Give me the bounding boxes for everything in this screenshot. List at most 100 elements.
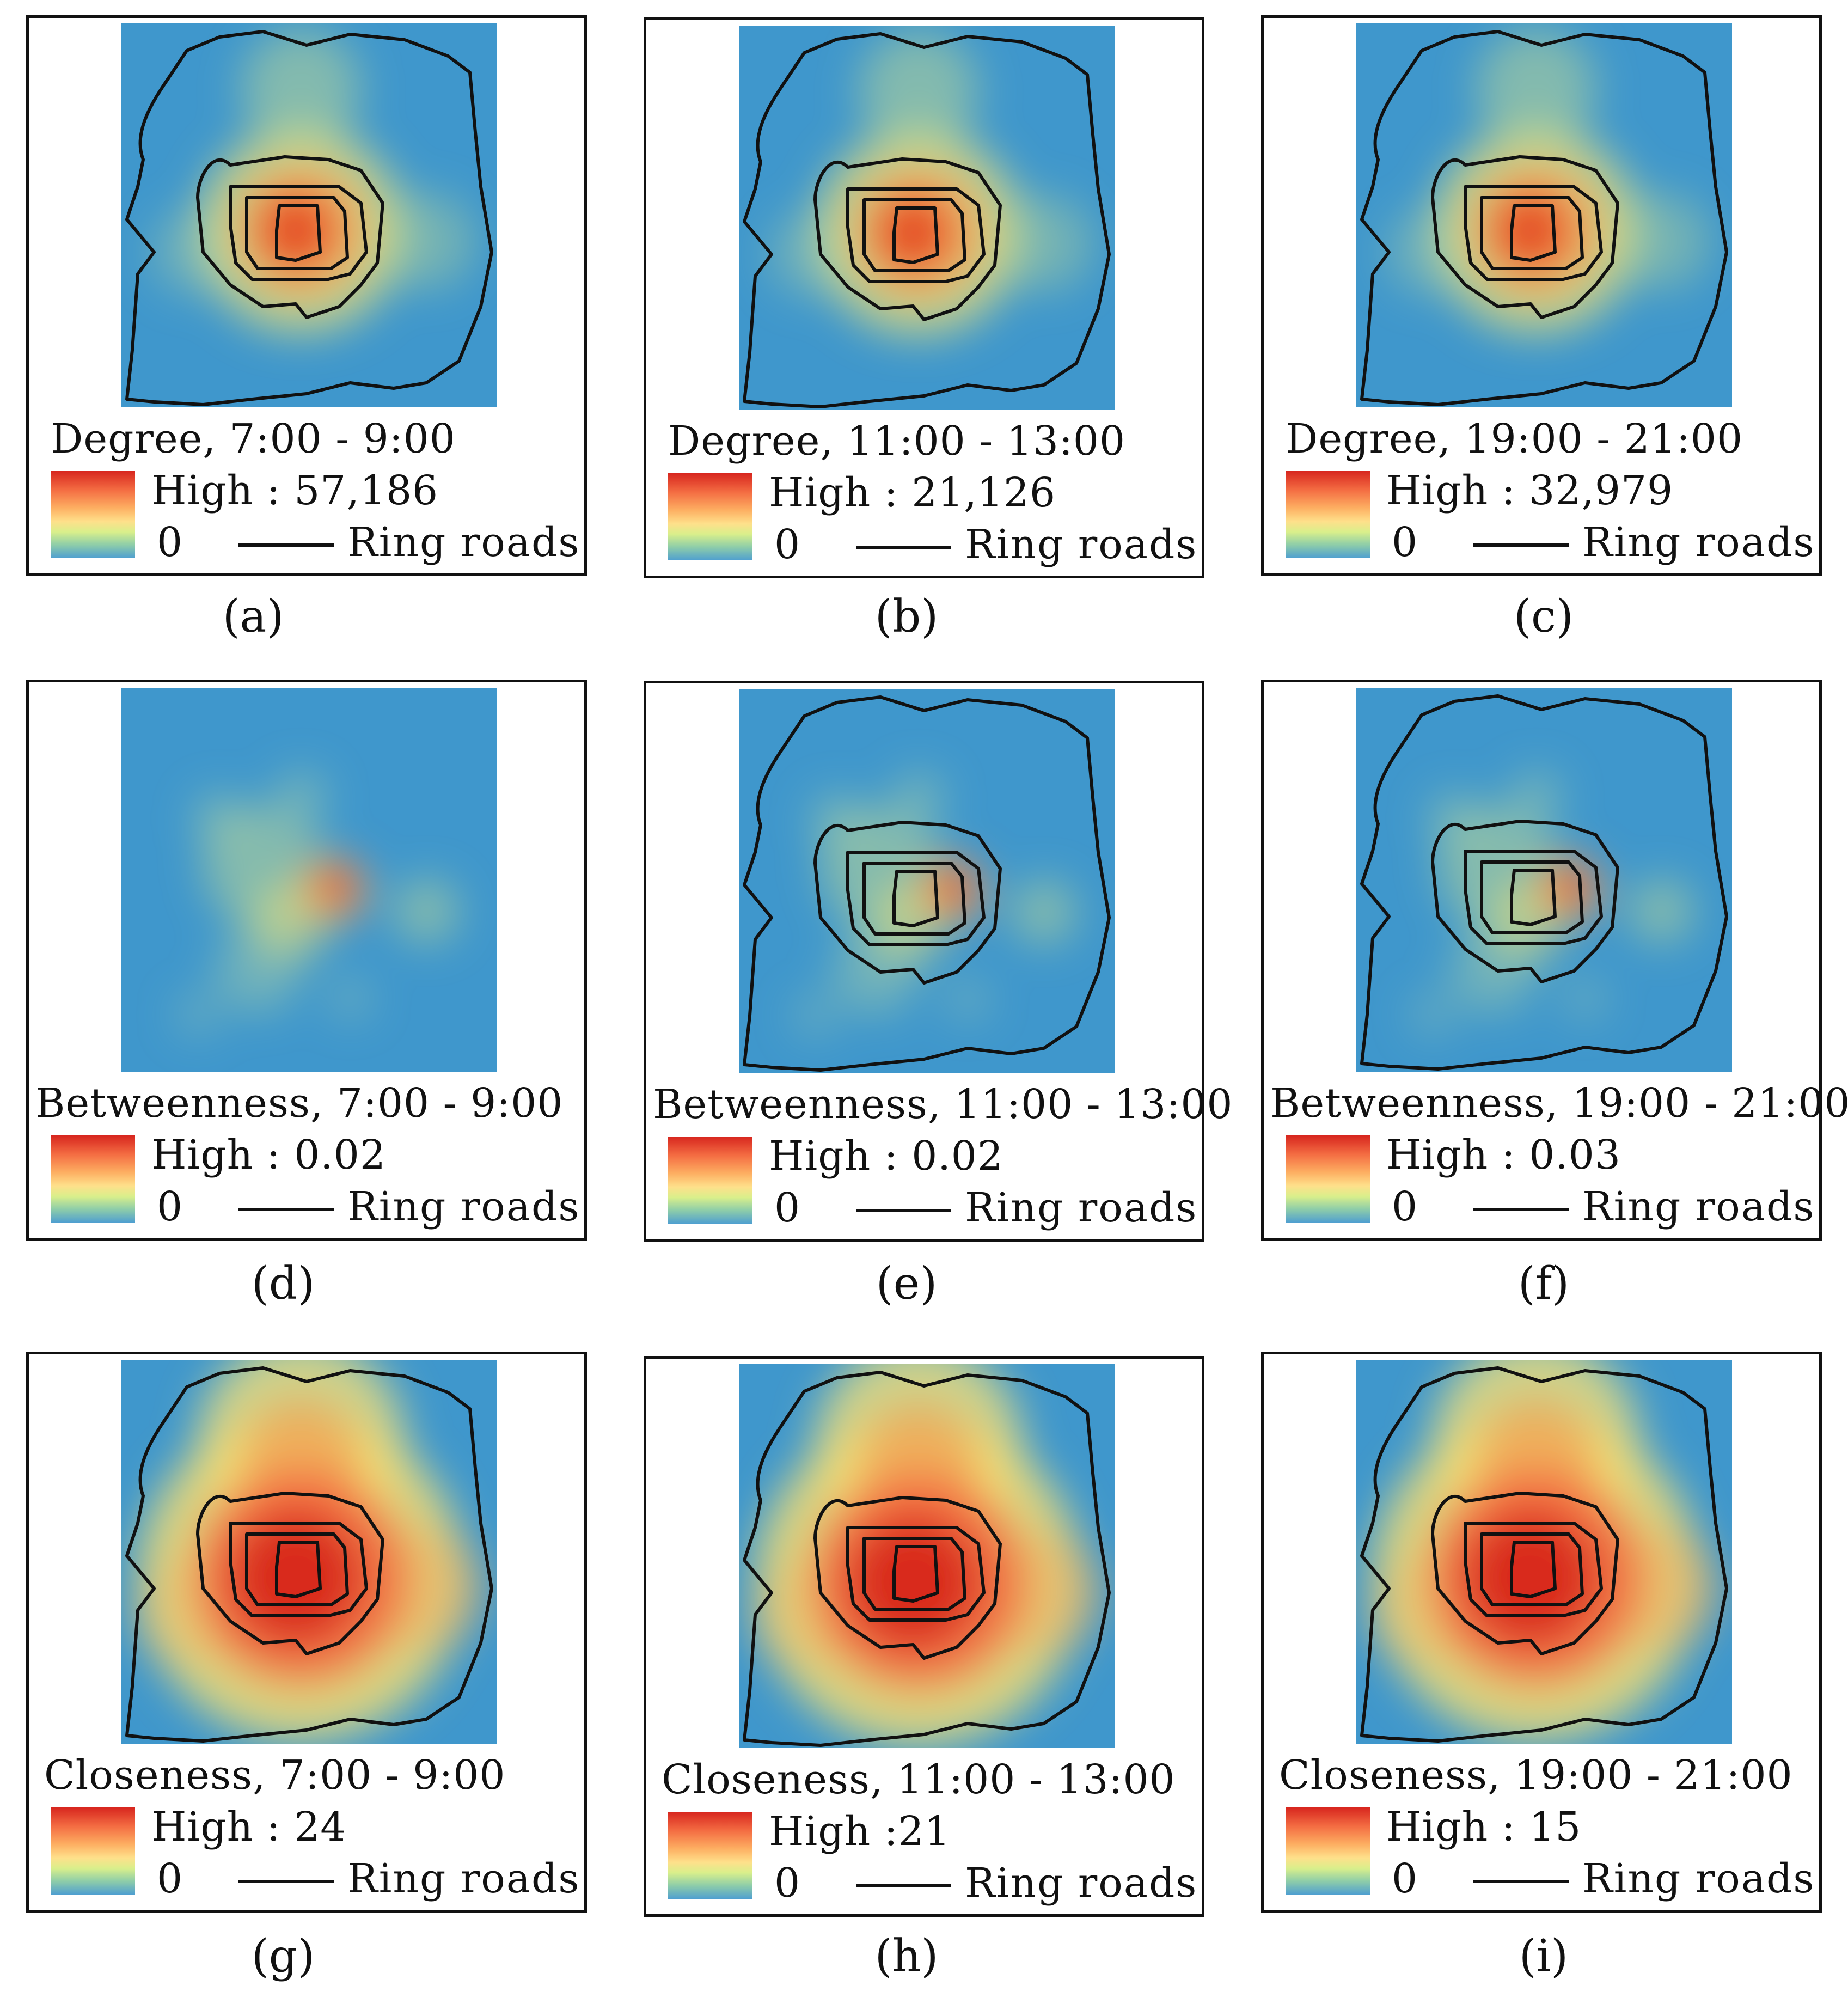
ring-road-2 bbox=[813, 821, 1002, 985]
map-panel-g: Closeness, 7:00 - 9:00 High : 24 0 Ring … bbox=[26, 1352, 587, 1913]
ring-road-2 bbox=[1431, 820, 1619, 983]
heat-hotspot bbox=[1563, 976, 1607, 1020]
map-panel-d: Betweenness, 7:00 - 9:00 High : 0.02 0 R… bbox=[26, 680, 587, 1241]
legend-color-ramp bbox=[51, 471, 135, 558]
ring-road-5 bbox=[892, 870, 939, 927]
ring-road-1 bbox=[743, 695, 1111, 1072]
legend-high-label: High : 0.02 bbox=[151, 1132, 386, 1178]
legend-ring-roads-label: Ring roads bbox=[965, 521, 1198, 568]
ring-road-3 bbox=[846, 187, 986, 283]
ring-road-3 bbox=[846, 851, 986, 946]
heat-hotspot bbox=[228, 1510, 364, 1646]
legend-ring-roads-label: Ring roads bbox=[965, 1860, 1198, 1907]
caption-a: (a) bbox=[222, 591, 284, 643]
legend-color-ramp bbox=[668, 1812, 752, 1899]
ring-road-4 bbox=[245, 1532, 349, 1606]
legend-ring-roads-label: Ring roads bbox=[1582, 519, 1815, 566]
ring-road-2 bbox=[813, 1496, 1002, 1660]
caption-g: (g) bbox=[251, 1930, 315, 1982]
heat-hotspot bbox=[241, 29, 361, 149]
panel-title: Closeness, 19:00 - 21:00 bbox=[1279, 1752, 1793, 1799]
heatmap bbox=[739, 26, 1115, 410]
heat-hotspot bbox=[1011, 879, 1076, 945]
legend-color-ramp bbox=[1286, 1807, 1370, 1895]
ring-road-1 bbox=[743, 1371, 1111, 1747]
legend-color-ramp bbox=[668, 1137, 752, 1224]
legend-zero-label: 0 bbox=[157, 1855, 183, 1902]
caption-h: (h) bbox=[874, 1930, 939, 1982]
ring-road-4 bbox=[862, 1537, 966, 1611]
heatmap-svg bbox=[739, 1364, 1115, 1748]
ring-road-2 bbox=[1431, 1492, 1619, 1655]
ring-road-4 bbox=[1480, 1532, 1584, 1606]
legend-zero-label: 0 bbox=[157, 1183, 183, 1230]
panel-title: Closeness, 11:00 - 13:00 bbox=[662, 1756, 1176, 1803]
heat-hotspot bbox=[1629, 878, 1694, 944]
legend-ring-roads-line bbox=[238, 1880, 334, 1883]
ring-road-5 bbox=[275, 204, 322, 262]
heatmap-svg bbox=[739, 26, 1115, 410]
legend-zero-label: 0 bbox=[774, 521, 800, 568]
heatmap bbox=[739, 1364, 1115, 1748]
heat-hotspot bbox=[859, 31, 978, 151]
heatmap-svg bbox=[1356, 1360, 1732, 1744]
map-panel-b: Degree, 11:00 - 13:00 High : 21,126 0 Ri… bbox=[644, 17, 1204, 578]
ring-road-5 bbox=[275, 1541, 322, 1598]
heatmap bbox=[121, 23, 497, 407]
ring-road-5 bbox=[1510, 204, 1557, 262]
heat-hotspot bbox=[274, 769, 328, 824]
heat-hotspot bbox=[149, 209, 236, 296]
heatmap bbox=[121, 688, 497, 1072]
heatmap bbox=[1356, 23, 1732, 407]
legend-zero-label: 0 bbox=[157, 519, 183, 566]
heat-hotspot bbox=[328, 976, 372, 1020]
heatmap-svg bbox=[121, 23, 497, 407]
heatmap bbox=[1356, 1360, 1732, 1744]
legend-ring-roads-line bbox=[1473, 1208, 1569, 1211]
ring-road-5 bbox=[1510, 869, 1557, 926]
legend-ring-roads-line bbox=[856, 1884, 951, 1887]
heat-hotspot bbox=[845, 1514, 981, 1650]
legend-high-label: High : 15 bbox=[1386, 1804, 1582, 1850]
caption-e: (e) bbox=[876, 1258, 938, 1310]
legend-ring-roads-label: Ring roads bbox=[347, 1855, 580, 1902]
ring-road-1 bbox=[125, 1366, 493, 1743]
panel-title: Closeness, 7:00 - 9:00 bbox=[44, 1752, 506, 1799]
ring-road-5 bbox=[1510, 1541, 1557, 1598]
ring-road-3 bbox=[229, 185, 368, 281]
ring-road-1 bbox=[1360, 1366, 1728, 1743]
ring-road-2 bbox=[1431, 155, 1619, 319]
heat-hotspot bbox=[995, 194, 1093, 292]
legend-high-label: High : 32,979 bbox=[1386, 467, 1674, 514]
legend-color-ramp bbox=[51, 1807, 135, 1895]
map-panel-f: Betweenness, 19:00 - 21:00 High : 0.03 0… bbox=[1261, 680, 1848, 1241]
legend-color-ramp bbox=[51, 1135, 135, 1223]
ring-road-1 bbox=[743, 32, 1111, 408]
heatmap-svg bbox=[739, 689, 1115, 1073]
caption-i: (i) bbox=[1519, 1930, 1569, 1982]
panel-title: Degree, 19:00 - 21:00 bbox=[1286, 416, 1743, 462]
legend-ring-roads-label: Ring roads bbox=[1582, 1183, 1815, 1230]
heat-hotspot bbox=[1411, 993, 1454, 1036]
heatmap-svg bbox=[121, 1360, 497, 1744]
legend-high-label: High : 57,186 bbox=[151, 467, 439, 514]
heat-hotspot bbox=[1612, 192, 1710, 290]
caption-d: (d) bbox=[251, 1258, 315, 1310]
legend-color-ramp bbox=[1286, 471, 1370, 558]
panel-title: Betweenness, 7:00 - 9:00 bbox=[35, 1080, 564, 1127]
panel-title: Degree, 11:00 - 13:00 bbox=[668, 418, 1126, 465]
ring-road-1 bbox=[1360, 30, 1728, 406]
heat-hotspot bbox=[1463, 1510, 1599, 1646]
ring-road-3 bbox=[229, 1522, 368, 1617]
ring-road-4 bbox=[1480, 196, 1584, 270]
heat-hotspot bbox=[315, 867, 353, 906]
legend-ring-roads-line bbox=[238, 1208, 334, 1211]
map-panel-c: Degree, 19:00 - 21:00 High : 32,979 0 Ri… bbox=[1261, 15, 1822, 576]
legend-ring-roads-label: Ring roads bbox=[347, 1183, 580, 1230]
legend-high-label: High : 0.03 bbox=[1386, 1132, 1621, 1178]
map-panel-a: Degree, 7:00 - 9:00 High : 57,186 0 Ring… bbox=[26, 15, 587, 576]
caption-f: (f) bbox=[1517, 1258, 1570, 1310]
legend-ring-roads-label: Ring roads bbox=[347, 519, 580, 566]
legend-zero-label: 0 bbox=[774, 1860, 800, 1907]
ring-road-4 bbox=[862, 862, 966, 936]
